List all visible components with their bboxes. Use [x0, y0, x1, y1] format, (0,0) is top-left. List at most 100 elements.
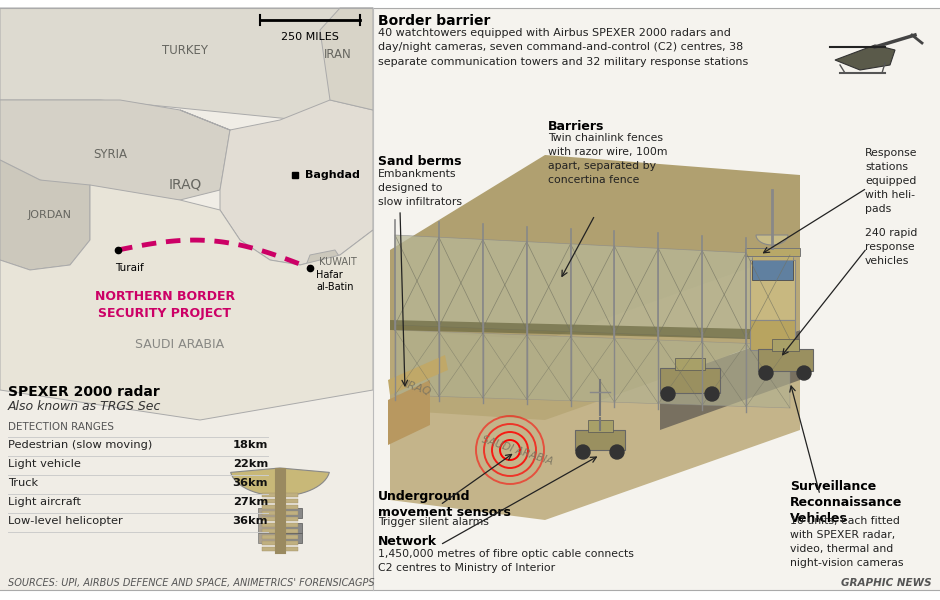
Text: IRAQ: IRAQ — [403, 379, 432, 397]
Text: 18km: 18km — [232, 440, 268, 450]
Bar — [772, 339, 799, 351]
Bar — [575, 430, 625, 450]
Bar — [752, 254, 793, 260]
Bar — [258, 523, 276, 533]
Circle shape — [705, 387, 719, 401]
Bar — [373, 8, 940, 590]
Polygon shape — [180, 100, 373, 265]
Polygon shape — [390, 340, 800, 520]
Polygon shape — [571, 244, 615, 334]
Text: Network: Network — [378, 535, 437, 548]
Polygon shape — [390, 225, 800, 420]
Bar — [284, 523, 302, 533]
Text: SOURCES: UPI, AIRBUS DEFENCE AND SPACE, ANIMETRICS' FORENSICAGPS: SOURCES: UPI, AIRBUS DEFENCE AND SPACE, … — [8, 578, 375, 588]
Polygon shape — [388, 355, 448, 395]
Text: JORDAN: JORDAN — [28, 210, 72, 220]
Bar — [660, 368, 720, 393]
Text: Hafar
al-Batin: Hafar al-Batin — [316, 270, 353, 292]
Bar — [262, 529, 298, 533]
Bar — [262, 505, 298, 509]
Bar — [262, 535, 298, 539]
Bar — [588, 420, 613, 432]
Text: GRAPHIC NEWS: GRAPHIC NEWS — [841, 578, 932, 588]
Polygon shape — [702, 251, 746, 338]
Text: Twin chainlink fences
with razor wire, 100m
apart, separated by
concertina fence: Twin chainlink fences with razor wire, 1… — [548, 133, 667, 185]
Text: Response
stations
equipped
with heli-
pads: Response stations equipped with heli- pa… — [865, 148, 917, 214]
Text: Trigger silent alarms: Trigger silent alarms — [378, 517, 489, 527]
Text: KUWAIT: KUWAIT — [319, 257, 357, 267]
Polygon shape — [320, 8, 373, 110]
Circle shape — [797, 366, 811, 380]
Bar — [0, 8, 373, 590]
Polygon shape — [660, 330, 800, 430]
Polygon shape — [702, 341, 746, 407]
Polygon shape — [390, 155, 800, 340]
Text: 1,450,000 metres of fibre optic cable connects
C2 centres to Ministry of Interio: 1,450,000 metres of fibre optic cable co… — [378, 549, 634, 573]
Circle shape — [576, 445, 590, 459]
Polygon shape — [305, 250, 345, 272]
Text: Surveillance
Reconnaissance
Vehicles: Surveillance Reconnaissance Vehicles — [790, 480, 902, 525]
Bar — [262, 517, 298, 521]
Polygon shape — [835, 45, 895, 70]
Polygon shape — [746, 343, 790, 408]
Bar — [262, 523, 298, 527]
Bar — [750, 320, 795, 350]
Polygon shape — [483, 239, 526, 330]
Bar — [262, 541, 298, 545]
Polygon shape — [615, 338, 658, 404]
Text: SAUDI ARABIA: SAUDI ARABIA — [135, 338, 225, 352]
Polygon shape — [395, 330, 439, 397]
Text: SPEXER 2000 radar: SPEXER 2000 radar — [8, 385, 160, 399]
Polygon shape — [756, 235, 788, 245]
Polygon shape — [0, 8, 373, 120]
Polygon shape — [526, 242, 571, 332]
Text: Turaif: Turaif — [115, 263, 144, 273]
Polygon shape — [658, 248, 702, 337]
Text: 240 rapid
response
vehicles: 240 rapid response vehicles — [865, 228, 917, 266]
Bar — [262, 499, 298, 503]
Polygon shape — [0, 185, 373, 420]
Text: Embankments
designed to
slow infiltrators: Embankments designed to slow infiltrator… — [378, 169, 462, 207]
Text: Low-level helicopter: Low-level helicopter — [8, 516, 123, 526]
Polygon shape — [0, 160, 90, 270]
Circle shape — [610, 445, 624, 459]
Bar — [675, 358, 705, 370]
Text: Also known as TRGS Sec: Also known as TRGS Sec — [8, 400, 162, 413]
Text: 10 units, each fitted
with SPEXER radar,
video, thermal and
night-vision cameras: 10 units, each fitted with SPEXER radar,… — [790, 516, 903, 568]
Text: Sand berms: Sand berms — [378, 155, 462, 168]
Text: SYRIA: SYRIA — [93, 148, 127, 161]
Polygon shape — [746, 253, 790, 340]
Text: 250 MILES: 250 MILES — [281, 32, 339, 42]
Polygon shape — [439, 332, 483, 398]
Text: Truck: Truck — [8, 478, 39, 488]
Polygon shape — [0, 100, 230, 200]
Text: Barriers: Barriers — [548, 120, 604, 133]
Text: 40 watchtowers equipped with Airbus SPEXER 2000 radars and
day/night cameras, se: 40 watchtowers equipped with Airbus SPEX… — [378, 28, 748, 67]
Polygon shape — [571, 337, 615, 402]
Text: Pedestrian (slow moving): Pedestrian (slow moving) — [8, 440, 152, 450]
Text: IRAN: IRAN — [324, 49, 352, 61]
Polygon shape — [388, 380, 430, 445]
Bar — [262, 547, 298, 551]
Bar — [284, 533, 302, 543]
Bar — [284, 508, 302, 518]
Bar — [752, 258, 793, 280]
Polygon shape — [483, 334, 526, 400]
Text: TURKEY: TURKEY — [162, 43, 208, 56]
Polygon shape — [615, 246, 658, 335]
Polygon shape — [439, 237, 483, 328]
Circle shape — [661, 387, 675, 401]
Text: 36km: 36km — [232, 478, 268, 488]
Polygon shape — [230, 468, 329, 496]
Text: Baghdad: Baghdad — [305, 170, 360, 180]
Bar — [262, 511, 298, 515]
Bar — [262, 493, 298, 497]
Text: Light vehicle: Light vehicle — [8, 459, 81, 469]
Text: IRAQ: IRAQ — [168, 178, 201, 192]
Bar — [258, 508, 276, 518]
Text: SAUDI ARABIA: SAUDI ARABIA — [480, 434, 554, 467]
Text: 22km: 22km — [233, 459, 268, 469]
Bar — [750, 260, 795, 320]
Bar — [745, 248, 800, 256]
Text: 27km: 27km — [233, 497, 268, 507]
